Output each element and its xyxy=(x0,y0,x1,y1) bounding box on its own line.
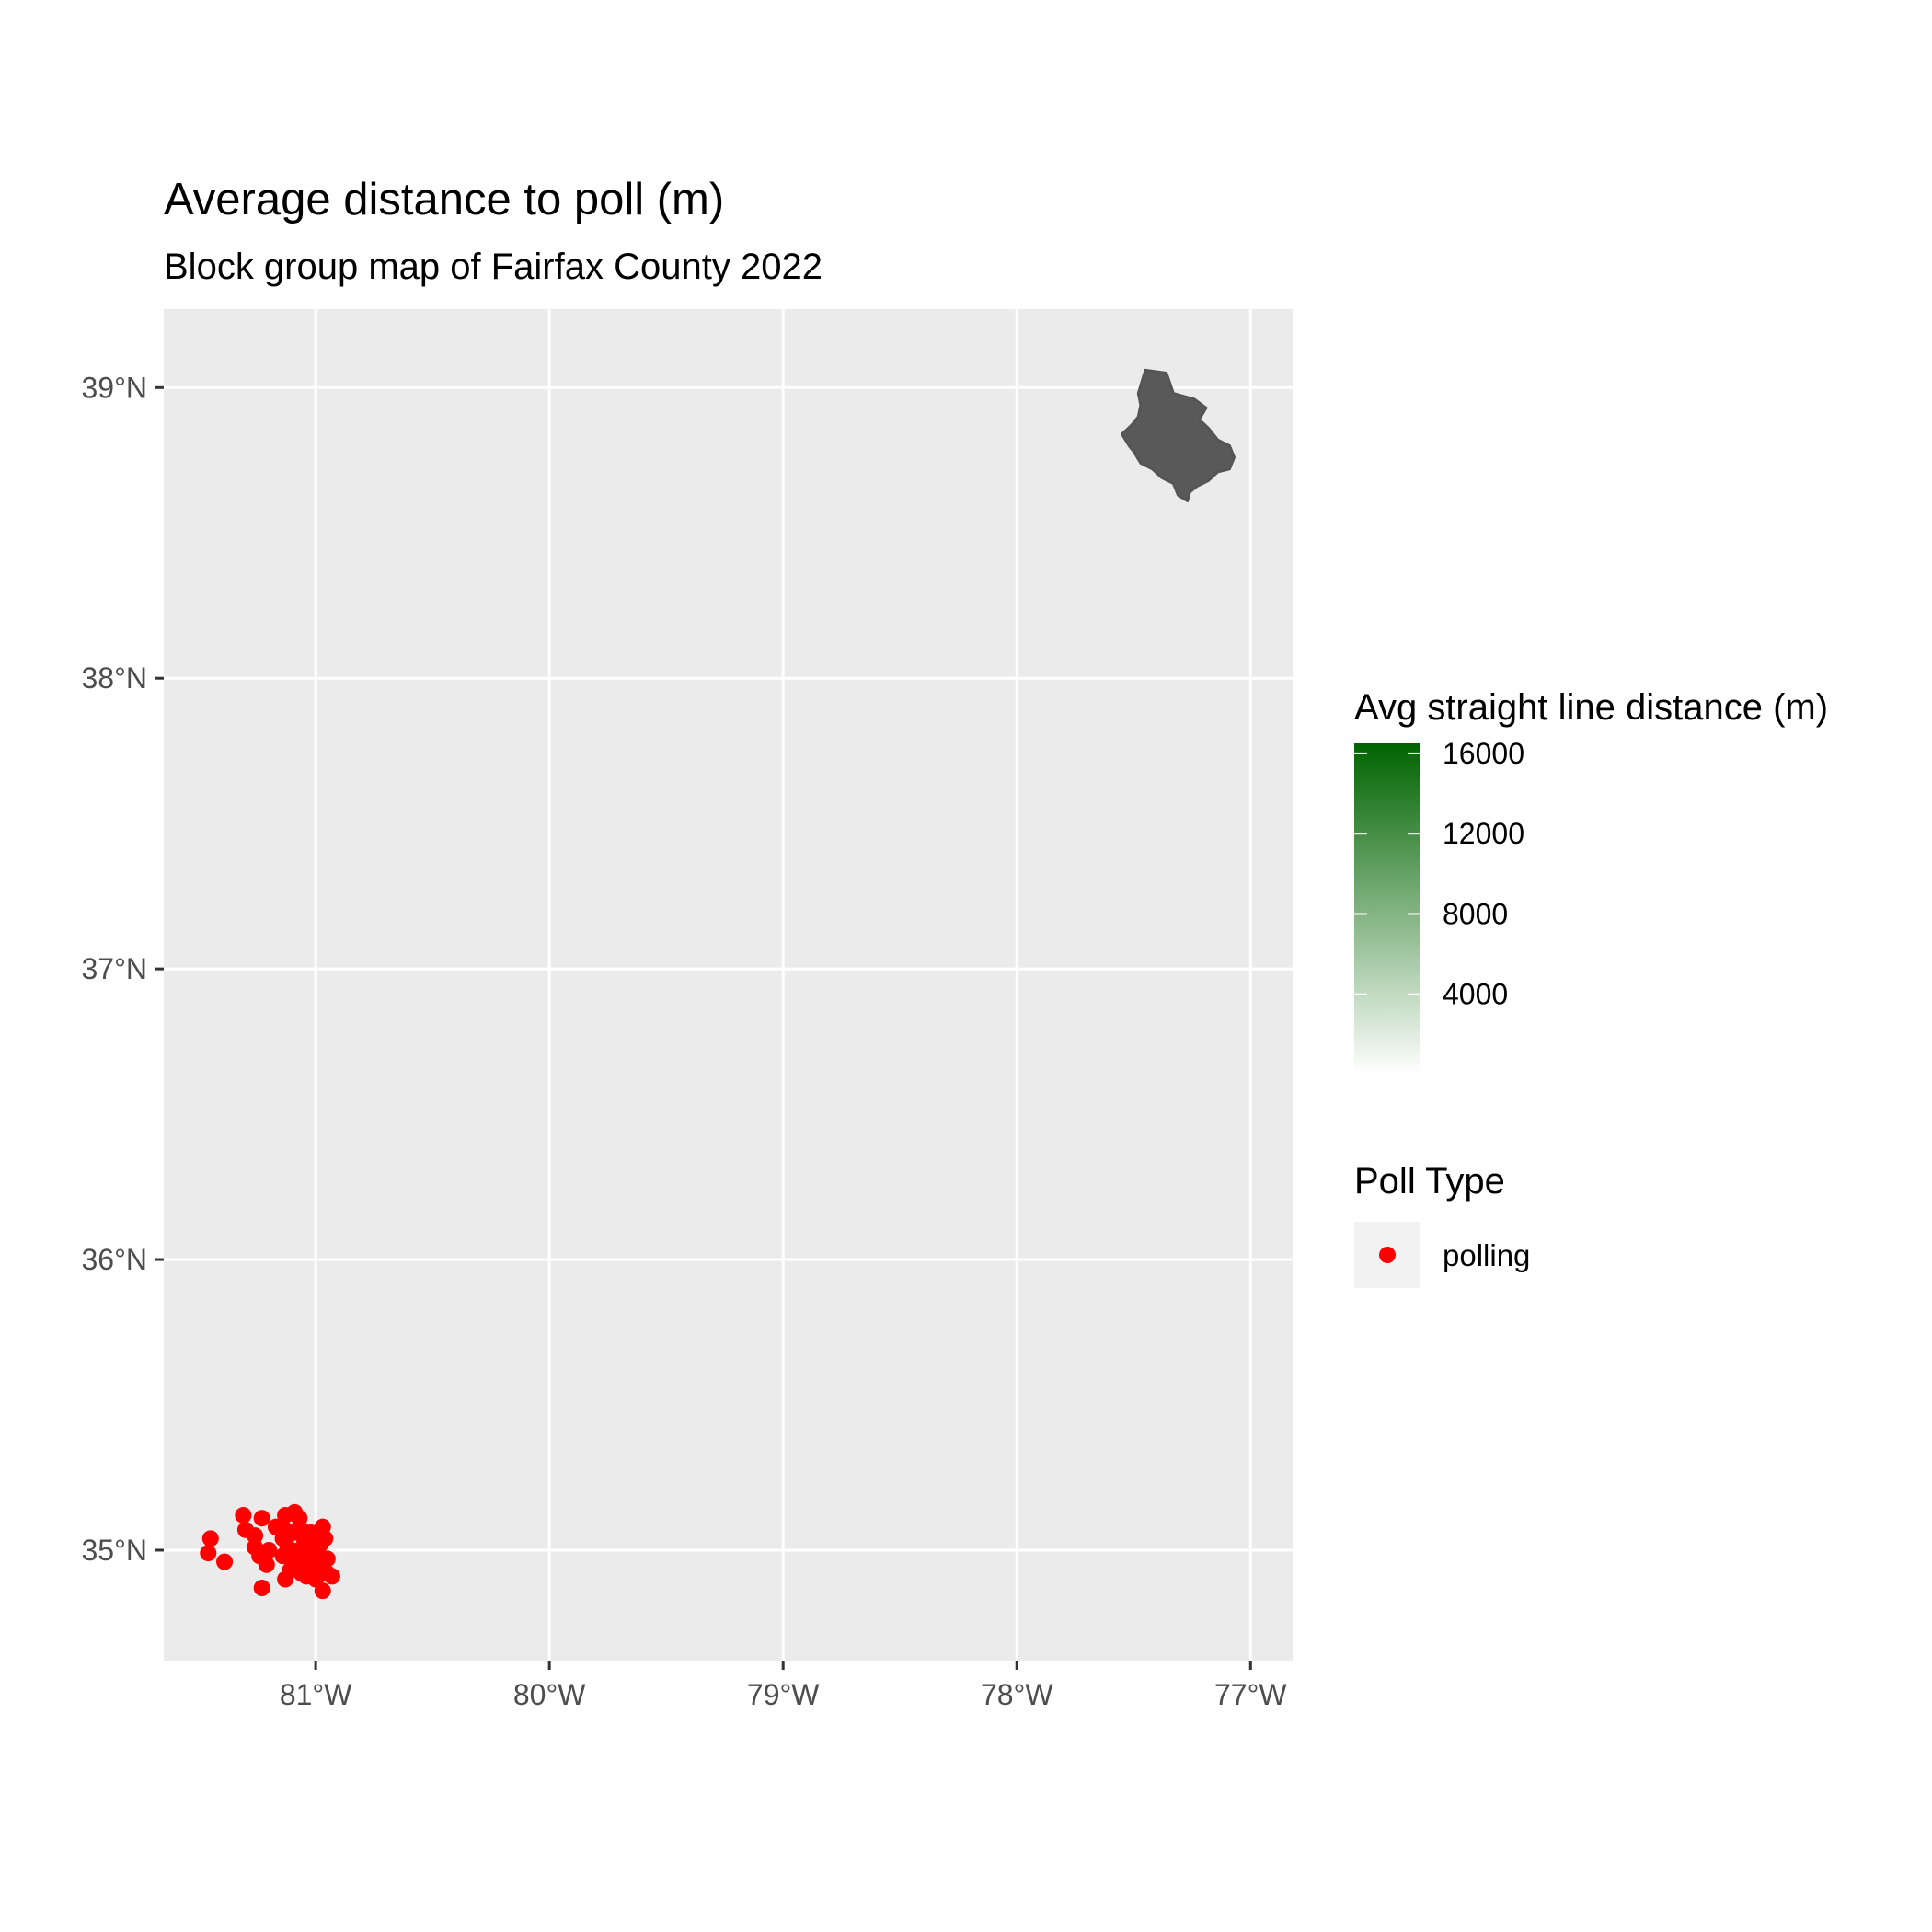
legend-ticks: 4000 8000 12000 16000 xyxy=(1354,737,1524,1011)
plot-panel xyxy=(164,309,1293,1661)
chart-title: Average distance to poll (m) xyxy=(164,175,724,224)
legend-gradient: Avg straight line distance (m) 4000 8000 1… xyxy=(1354,687,1828,1075)
legend-tick-label-0: 4000 xyxy=(1443,978,1508,1011)
legend-point-key xyxy=(1379,1247,1396,1263)
poll-point-0-46 xyxy=(323,1568,340,1585)
y-tick-label-3: 38°N xyxy=(82,661,148,695)
x-tick-label-2: 79°W xyxy=(747,1678,820,1711)
legend-tick-label-2: 12000 xyxy=(1443,817,1524,850)
poll-point-0-32 xyxy=(216,1553,234,1570)
poll-point-0-25 xyxy=(312,1535,329,1553)
poll-point-0-1 xyxy=(253,1510,270,1527)
poll-point-0-47 xyxy=(253,1580,270,1597)
poll-points xyxy=(200,1503,340,1600)
fairfax-block-groups xyxy=(1121,368,1236,502)
x-axis: 81°W 80°W 79°W 78°W 77°W xyxy=(280,1661,1287,1711)
chart-subtitle: Block group map of Fairfax County 2022 xyxy=(164,247,822,287)
poll-point-0-0 xyxy=(235,1507,252,1524)
legend-points-title: Poll Type xyxy=(1354,1161,1505,1202)
poll-point-0-33 xyxy=(258,1556,275,1573)
poll-point-0-26 xyxy=(200,1545,217,1562)
poll-point-0-12 xyxy=(247,1527,264,1545)
y-tick-label-1: 36°N xyxy=(82,1243,148,1276)
legend-gradient-title: Avg straight line distance (m) xyxy=(1354,687,1828,728)
fairfax-region xyxy=(1121,368,1236,502)
x-tick-label-3: 78°W xyxy=(981,1678,1053,1711)
y-axis: 35°N 36°N 37°N 38°N 39°N xyxy=(82,371,164,1567)
legend-point-label: polling xyxy=(1443,1238,1530,1272)
legend-tick-label-1: 8000 xyxy=(1443,897,1508,930)
gridlines xyxy=(164,309,1293,1661)
x-tick-label-1: 80°W xyxy=(513,1678,586,1711)
legend-tick-label-3: 16000 xyxy=(1443,737,1524,770)
poll-point-0-43 xyxy=(277,1570,294,1588)
poll-point-0-48 xyxy=(314,1582,331,1600)
legend-colorbar xyxy=(1354,743,1420,1075)
y-tick-label-4: 39°N xyxy=(82,371,148,404)
y-tick-label-0: 35°N xyxy=(82,1534,148,1567)
x-tick-label-4: 77°W xyxy=(1214,1678,1287,1711)
legend-points: Poll Type polling xyxy=(1354,1161,1530,1288)
x-tick-label-0: 81°W xyxy=(280,1678,352,1711)
poll-point-0-18 xyxy=(201,1530,219,1547)
y-tick-label-2: 37°N xyxy=(82,952,148,985)
